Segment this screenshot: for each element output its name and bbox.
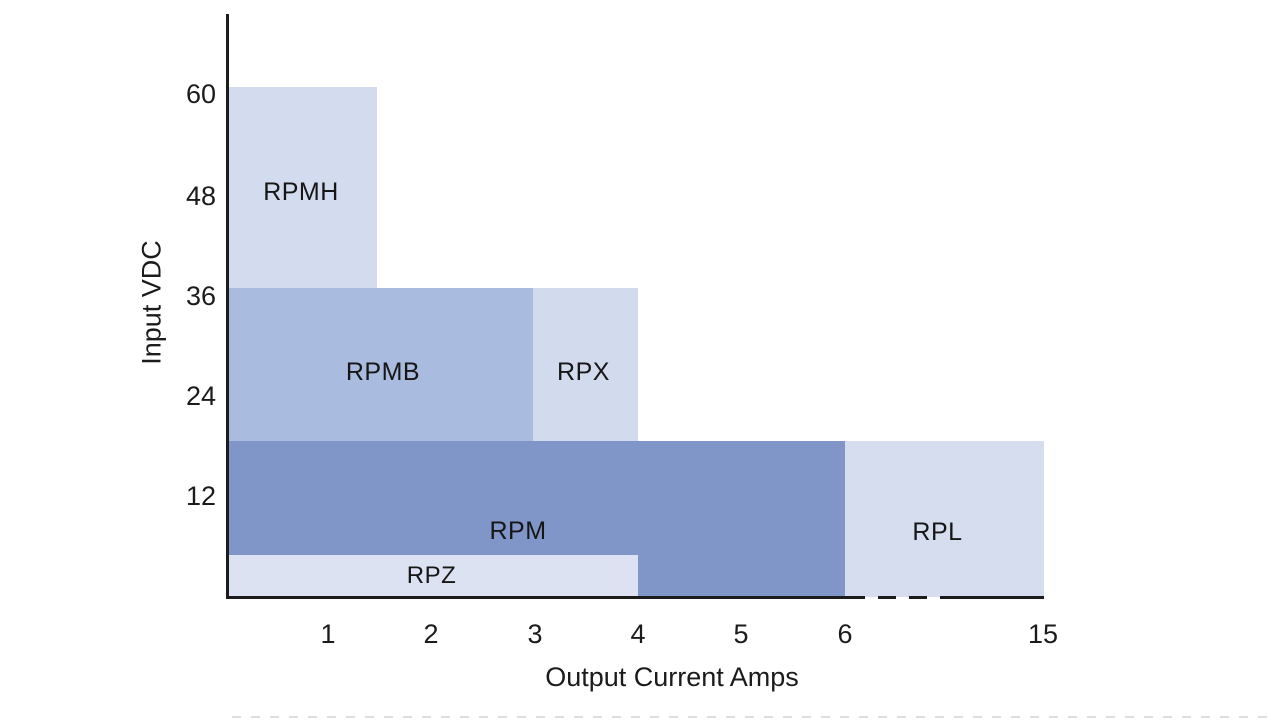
region-label-rpx: RPX	[557, 358, 610, 386]
x-tick-label-15: 15	[1027, 619, 1059, 649]
y-tick-label-60: 60	[185, 79, 216, 109]
region-rpz: RPZ	[229, 555, 638, 596]
region-rpmh: RPMH	[229, 87, 377, 290]
x-tick-label-6: 6	[837, 619, 853, 649]
y-tick-label-12: 12	[185, 481, 216, 511]
region-label-rpm: RPM	[489, 516, 547, 545]
region-label-rpmh: RPMH	[263, 178, 339, 206]
y-axis-line	[226, 14, 229, 599]
x-axis-dashed-break	[847, 596, 955, 599]
region-rpl: RPL	[845, 441, 1044, 597]
region-label-rpmb: RPMB	[345, 358, 421, 386]
y-tick-label-36: 36	[185, 281, 216, 311]
x-axis-title: Output Current Amps	[545, 662, 799, 692]
bottom-dotted-artifact	[232, 716, 1272, 718]
x-tick-label-3: 3	[527, 619, 543, 649]
x-tick-label-5: 5	[733, 619, 749, 649]
region-label-rpz: RPZ	[406, 561, 457, 589]
y-tick-label-24: 24	[185, 381, 216, 411]
x-tick-label-2: 2	[423, 619, 439, 649]
region-label-rpl: RPL	[912, 517, 963, 546]
region-rpx: RPX	[533, 288, 638, 441]
x-tick-label-1: 1	[320, 619, 336, 649]
x-tick-label-4: 4	[630, 619, 646, 649]
y-axis-title: Input VDC	[136, 240, 167, 365]
x-axis-line-right	[955, 596, 1044, 599]
region-rpmb: RPMB	[229, 288, 533, 441]
y-tick-label-48: 48	[185, 181, 216, 211]
x-axis-line	[226, 596, 847, 599]
